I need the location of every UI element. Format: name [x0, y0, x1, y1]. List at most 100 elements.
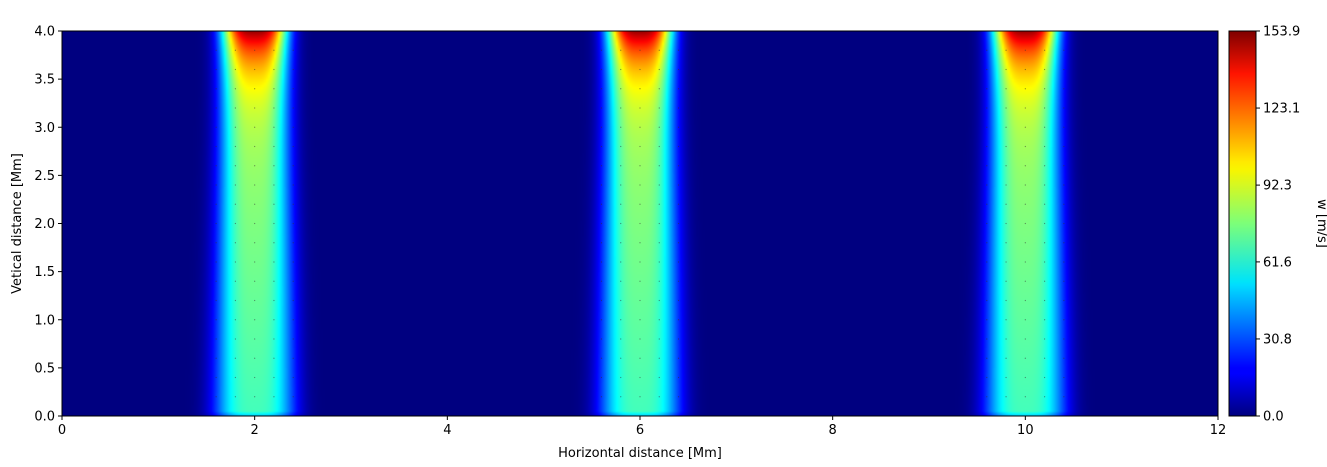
velocity-dot — [1005, 261, 1007, 263]
velocity-dot — [1024, 338, 1026, 340]
velocity-dot — [677, 49, 680, 51]
velocity-dot — [1063, 222, 1065, 225]
velocity-dot — [215, 88, 217, 90]
velocity-dot — [620, 126, 622, 128]
velocity-dot — [658, 107, 660, 109]
velocity-dot — [273, 126, 275, 128]
velocity-dot — [677, 299, 680, 302]
y-axis: 0.0 0.5 1.0 1.5 2.0 2.5 3.0 3.5 4.0 — [34, 25, 62, 425]
velocity-dot — [254, 376, 256, 379]
velocity-dot — [292, 261, 294, 263]
velocity-dot — [234, 242, 236, 244]
velocity-dot — [1024, 319, 1026, 321]
velocity-dot — [658, 376, 660, 379]
x-tick-label: 2 — [251, 423, 259, 438]
velocity-dot — [677, 126, 680, 128]
velocity-dot — [292, 203, 294, 205]
velocity-dot — [292, 145, 294, 148]
velocity-dot — [658, 203, 660, 205]
velocity-dot — [620, 299, 622, 302]
velocity-dot — [254, 107, 256, 109]
velocity-dot — [600, 357, 603, 359]
velocity-dot — [254, 242, 256, 244]
colorbar-tick-label: 153.9 — [1263, 25, 1300, 40]
velocity-dot — [292, 376, 294, 379]
velocity-dot — [658, 222, 660, 225]
velocity-dot — [1024, 242, 1026, 244]
velocity-dot — [1063, 261, 1065, 263]
velocity-dot — [639, 203, 641, 205]
velocity-dot — [234, 107, 236, 109]
velocity-dot — [1024, 145, 1026, 148]
velocity-dot — [986, 338, 988, 340]
velocity-dot — [1044, 145, 1046, 148]
velocity-dot — [1024, 396, 1026, 398]
velocity-dot — [986, 357, 988, 359]
velocity-dot — [639, 242, 641, 244]
velocity-dot — [292, 222, 294, 225]
velocity-dot — [639, 107, 641, 109]
velocity-dot — [1063, 203, 1065, 205]
velocity-dot — [292, 88, 294, 90]
velocity-dot — [677, 68, 680, 71]
x-tick-label: 8 — [829, 423, 837, 438]
velocity-dot — [234, 203, 236, 205]
velocity-dot — [658, 357, 660, 359]
velocity-dot — [639, 88, 641, 90]
velocity-dot — [986, 126, 988, 128]
y-tick-label: 3.5 — [34, 73, 55, 88]
velocity-dot — [215, 299, 217, 302]
velocity-dot — [1005, 396, 1007, 398]
velocity-dot — [986, 107, 988, 109]
velocity-dot — [658, 280, 660, 282]
velocity-dot — [600, 68, 603, 71]
velocity-dot — [1063, 68, 1065, 71]
velocity-dot — [254, 299, 256, 302]
velocity-dot — [658, 261, 660, 263]
velocity-dot — [1005, 49, 1007, 51]
velocity-dot — [292, 165, 294, 167]
velocity-dot — [215, 338, 217, 340]
velocity-dot — [658, 396, 660, 398]
velocity-dot — [658, 338, 660, 340]
velocity-dot — [234, 338, 236, 340]
velocity-dot — [1063, 49, 1065, 51]
velocity-dot — [215, 357, 217, 359]
velocity-dot — [1024, 299, 1026, 302]
velocity-dot — [600, 242, 603, 244]
y-tick-label: 2.0 — [34, 217, 55, 232]
velocity-dot — [677, 242, 680, 244]
velocity-dot — [234, 299, 236, 302]
velocity-dot — [620, 107, 622, 109]
velocity-dot — [677, 145, 680, 148]
velocity-dot — [639, 222, 641, 225]
velocity-dot — [234, 357, 236, 359]
velocity-dot — [1063, 242, 1065, 244]
velocity-dot — [1005, 280, 1007, 282]
x-tick-label: 10 — [1017, 423, 1034, 438]
velocity-dot — [620, 203, 622, 205]
velocity-dot — [292, 107, 294, 109]
colorbar-gradient — [1229, 31, 1256, 416]
velocity-dot — [677, 107, 680, 109]
velocity-dot — [658, 126, 660, 128]
velocity-dot — [1005, 357, 1007, 359]
velocity-dot — [1044, 396, 1046, 398]
velocity-dot — [292, 280, 294, 282]
velocity-dot — [1063, 376, 1065, 379]
velocity-dot — [215, 126, 217, 128]
velocity-dot — [254, 203, 256, 205]
velocity-dot — [620, 357, 622, 359]
velocity-dot — [986, 222, 988, 225]
velocity-dot — [620, 68, 622, 71]
velocity-dot — [600, 338, 603, 340]
velocity-dot — [639, 68, 641, 71]
colorbar-tick-label: 92.3 — [1263, 179, 1292, 194]
velocity-dot — [254, 68, 256, 71]
velocity-dot — [658, 319, 660, 321]
velocity-dots — [215, 49, 1065, 398]
velocity-dot — [273, 68, 275, 71]
velocity-dot — [1005, 68, 1007, 71]
velocity-dot — [986, 261, 988, 263]
velocity-dot — [1063, 396, 1065, 398]
